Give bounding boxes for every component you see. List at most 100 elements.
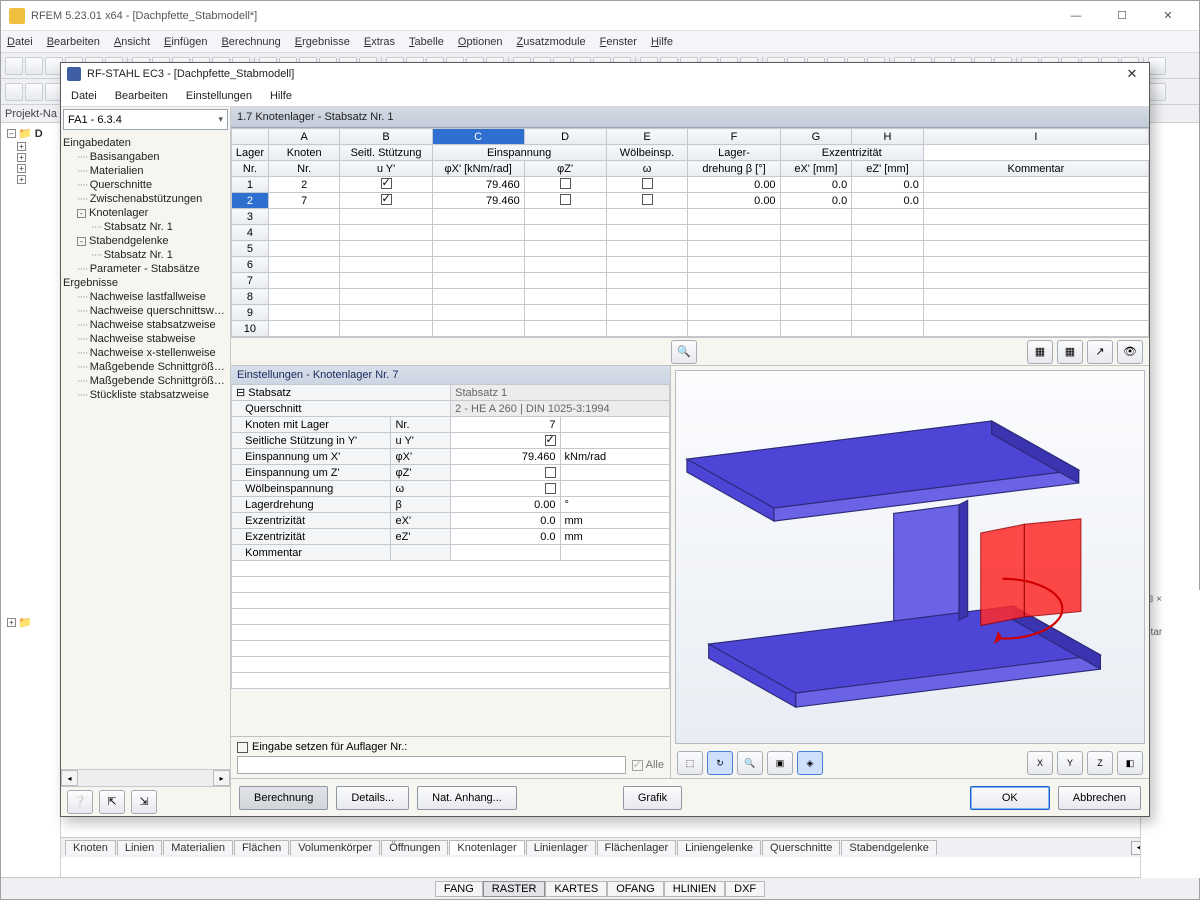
tree-node[interactable]: Nachweise x-stellenweise (63, 346, 228, 360)
tree-node[interactable]: Maßgebende Schnittgrößen sta (63, 360, 228, 374)
tree-node[interactable]: Nachweise stabsatzweise (63, 318, 228, 332)
col-letter[interactable]: C (432, 129, 524, 145)
tree-node[interactable]: Zwischenabstützungen (63, 192, 228, 206)
view-icon[interactable]: 👁 (1117, 340, 1143, 364)
toolbar-button[interactable] (1148, 57, 1166, 75)
tree-node[interactable]: -Knotenlager (63, 206, 228, 220)
menu-fenster[interactable]: Fenster (600, 36, 637, 48)
col-letter[interactable]: E (606, 129, 688, 145)
status-ofang[interactable]: OFANG (607, 881, 664, 897)
ok-button[interactable]: OK (970, 786, 1050, 810)
3d-viewer[interactable] (675, 370, 1145, 744)
tree-node[interactable]: Maßgebende Schnittgrößen sta (63, 374, 228, 388)
col-letter[interactable]: F (688, 129, 780, 145)
view-zoom-icon[interactable]: 🔍 (737, 751, 763, 775)
menu-berechnung[interactable]: Berechnung (221, 36, 280, 48)
tool-b-icon[interactable]: ▦ (1057, 340, 1083, 364)
toolbar-button[interactable] (25, 83, 43, 101)
tree-root[interactable]: 📁 D (18, 127, 43, 140)
toolbar-button[interactable] (1148, 83, 1166, 101)
toolbar-button[interactable] (25, 57, 43, 75)
tree-node[interactable]: Ergebnisse (63, 276, 228, 290)
col-letter[interactable]: A (268, 129, 340, 145)
axis-iso-icon[interactable]: ◧ (1117, 751, 1143, 775)
table-tab-volumenkörper[interactable]: Volumenkörper (290, 840, 380, 855)
view-tool-1-icon[interactable]: ⬚ (677, 751, 703, 775)
table-tab-flächen[interactable]: Flächen (234, 840, 289, 855)
berechnung-button[interactable]: Berechnung (239, 786, 328, 810)
tree-node[interactable]: Querschnitte (63, 178, 228, 192)
status-hlinien[interactable]: HLINIEN (664, 881, 725, 897)
tree-expander-icon[interactable]: + (17, 142, 26, 151)
tree-expander-icon[interactable]: + (17, 175, 26, 184)
tool-c-icon[interactable]: ↗ (1087, 340, 1113, 364)
tree-node[interactable]: -Stabendgelenke (63, 234, 228, 248)
dlg-menu-bearbeiten[interactable]: Bearbeiten (115, 90, 168, 102)
tree-expander-icon[interactable]: + (17, 164, 26, 173)
scroll-right-icon[interactable]: ▸ (213, 770, 230, 786)
menu-tabelle[interactable]: Tabelle (409, 36, 444, 48)
table-tab-öffnungen[interactable]: Öffnungen (381, 840, 448, 855)
dlg-menu-datei[interactable]: Datei (71, 90, 97, 102)
menu-optionen[interactable]: Optionen (458, 36, 503, 48)
dialog-tree[interactable]: EingabedatenBasisangabenMaterialienQuers… (61, 132, 230, 769)
status-fang[interactable]: FANG (435, 881, 483, 897)
nat-anhang-button[interactable]: Nat. Anhang... (417, 786, 517, 810)
tree-node[interactable]: Eingabedaten (63, 136, 228, 150)
axis-y-icon[interactable]: Y (1057, 751, 1083, 775)
tree-node[interactable]: Basisangaben (63, 150, 228, 164)
grafik-button[interactable]: Grafik (623, 786, 682, 810)
tree-expander-icon[interactable]: + (7, 618, 16, 627)
col-letter[interactable]: H (852, 129, 924, 145)
toolbar-button[interactable] (5, 57, 23, 75)
tree-node[interactable]: Stabsatz Nr. 1 (63, 248, 228, 262)
view-iso-icon[interactable]: ◈ (797, 751, 823, 775)
col-letter[interactable]: B (340, 129, 432, 145)
table-tab-materialien[interactable]: Materialien (163, 840, 233, 855)
tree-node[interactable]: Parameter - Stabsätze (63, 262, 228, 276)
dialog-close-button[interactable]: ✕ (1119, 66, 1145, 82)
export-button[interactable]: ⇱ (99, 790, 125, 814)
dlg-menu-hilfe[interactable]: Hilfe (270, 90, 292, 102)
table-tab-linien[interactable]: Linien (117, 840, 162, 855)
view-rotate-icon[interactable]: ↻ (707, 751, 733, 775)
supports-grid[interactable]: ABCDEFGHILagerKnotenSeitl. StützungEinsp… (231, 128, 1149, 338)
menu-hilfe[interactable]: Hilfe (651, 36, 673, 48)
tree-expander-icon[interactable]: + (17, 153, 26, 162)
tool-a-icon[interactable]: ▦ (1027, 340, 1053, 364)
menu-ansicht[interactable]: Ansicht (114, 36, 150, 48)
table-tab-knotenlager[interactable]: Knotenlager (449, 840, 524, 855)
maximize-button[interactable]: ☐ (1099, 1, 1145, 31)
scroll-left-icon[interactable]: ◂ (61, 770, 78, 786)
case-combo[interactable]: FA1 - 6.3.4▾ (63, 109, 228, 130)
menu-einfügen[interactable]: Einfügen (164, 36, 207, 48)
all-checkbox[interactable] (632, 760, 643, 771)
set-for-support-checkbox[interactable] (237, 742, 248, 753)
tree-expander-icon[interactable]: – (7, 129, 16, 138)
table-tab-stabendgelenke[interactable]: Stabendgelenke (841, 840, 937, 855)
tree-node[interactable]: Stückliste stabsatzweise (63, 388, 228, 402)
table-tab-liniengelenke[interactable]: Liniengelenke (677, 840, 761, 855)
status-kartes[interactable]: KARTES (545, 881, 607, 897)
menu-zusatzmodule[interactable]: Zusatzmodule (517, 36, 586, 48)
tree-node[interactable]: Nachweise querschnittsweise (63, 304, 228, 318)
table-tab-flächenlager[interactable]: Flächenlager (597, 840, 677, 855)
pick-icon[interactable]: 🔍 (671, 340, 697, 364)
axis-x-icon[interactable]: X (1027, 751, 1053, 775)
col-letter[interactable]: D (524, 129, 606, 145)
tree-node[interactable]: Stabsatz Nr. 1 (63, 220, 228, 234)
menu-extras[interactable]: Extras (364, 36, 395, 48)
tree-node[interactable]: Nachweise lastfallweise (63, 290, 228, 304)
tree-node[interactable]: Nachweise stabweise (63, 332, 228, 346)
menu-ergebnisse[interactable]: Ergebnisse (295, 36, 350, 48)
table-tab-querschnitte[interactable]: Querschnitte (762, 840, 840, 855)
details-button[interactable]: Details... (336, 786, 409, 810)
table-tab-knoten[interactable]: Knoten (65, 840, 116, 855)
view-fit-icon[interactable]: ▣ (767, 751, 793, 775)
import-button[interactable]: ⇲ (131, 790, 157, 814)
support-number-input[interactable] (237, 756, 626, 774)
abbrechen-button[interactable]: Abbrechen (1058, 786, 1141, 810)
status-dxf[interactable]: DXF (725, 881, 765, 897)
tree-node[interactable]: Materialien (63, 164, 228, 178)
help-button[interactable]: ❔ (67, 790, 93, 814)
